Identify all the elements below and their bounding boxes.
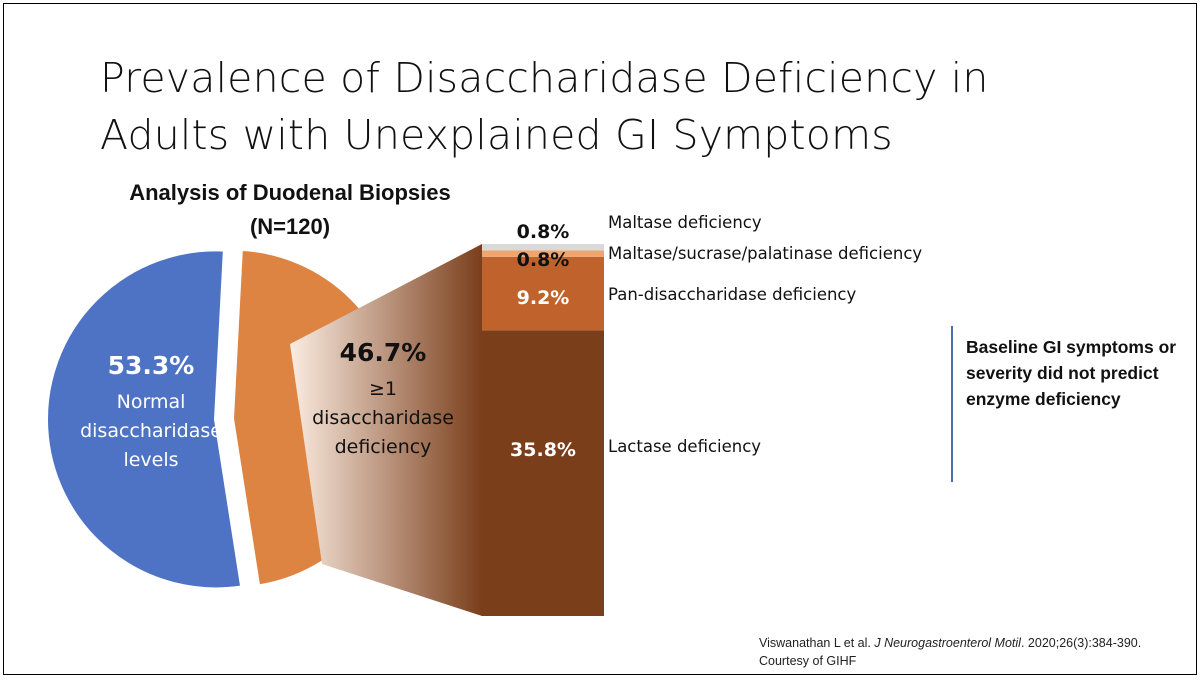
pie-slice-normal bbox=[44, 247, 245, 592]
bar-category-pan: Pan-disaccharidase deficiency bbox=[608, 285, 857, 304]
pie-label-deficient-line: ≥1 bbox=[369, 378, 397, 400]
citation-reference: Viswanathan L et al. J Neurogastroentero… bbox=[759, 634, 1141, 652]
bar-value-pan: 9.2% bbox=[517, 287, 570, 309]
citation: Viswanathan L et al. J Neurogastroentero… bbox=[759, 634, 1141, 670]
funnel-shape bbox=[290, 244, 482, 616]
subtitle-line-2: (N=120) bbox=[249, 214, 331, 239]
bar-segment-maltase bbox=[482, 244, 604, 251]
chart-area: 53.3% Normal disaccharidase levels 46.7% ≥1 di… bbox=[44, 213, 922, 616]
pie-label-normal-line: levels bbox=[123, 449, 178, 471]
title-line-1: Prevalence of Disaccharidase Deficiency … bbox=[100, 54, 989, 102]
citation-journal: J Neurogastroenterol Motil bbox=[874, 636, 1021, 650]
citation-author: Viswanathan L et al. bbox=[759, 636, 875, 650]
bar-segment-mal-suc-pal bbox=[482, 250, 604, 257]
chart-subtitle: Analysis of Duodenal Biopsies (N=120) bbox=[120, 176, 460, 244]
bar-value-mal-suc-pal: 0.8% bbox=[517, 249, 570, 271]
bar-category-lactase: Lactase deficiency bbox=[608, 437, 761, 456]
bar-segment-lactase bbox=[482, 330, 604, 616]
note-divider bbox=[951, 326, 953, 482]
subtitle-line-1: Analysis of Duodenal Biopsies bbox=[129, 180, 451, 205]
chart-labels: 53.3% Normal disaccharidase levels 46.7% ≥1 di… bbox=[80, 213, 922, 471]
pie-label-deficient-pct: 46.7% bbox=[340, 338, 427, 367]
slide-title: Prevalence of Disaccharidase Deficiency … bbox=[100, 50, 1160, 164]
side-note: Baseline GI symptoms or severity did not… bbox=[966, 337, 1177, 409]
pie-label-normal-line: Normal bbox=[117, 391, 186, 413]
pie-label-normal-pct: 53.3% bbox=[108, 351, 195, 380]
bar-value-maltase: 0.8% bbox=[517, 221, 570, 243]
bar-value-lactase: 35.8% bbox=[510, 439, 576, 461]
pie-label-normal-line: disaccharidase bbox=[80, 420, 222, 442]
pie-label-deficient-line: disaccharidase bbox=[312, 407, 454, 429]
bar-segment-pan bbox=[482, 256, 604, 331]
citation-courtesy: Courtesy of GIHF bbox=[759, 654, 857, 668]
pie-label-deficient-line: deficiency bbox=[335, 436, 432, 458]
stacked-bar bbox=[482, 244, 604, 616]
bar-category-mal-suc-pal: Maltase/sucrase/palatinase deficiency bbox=[608, 244, 922, 263]
bar-category-maltase: Maltase deficiency bbox=[608, 213, 762, 232]
funnel-connector bbox=[290, 244, 482, 616]
title-line-2: Adults with Unexplained GI Symptoms bbox=[100, 111, 893, 159]
slide: Prevalence of Disaccharidase Deficiency … bbox=[3, 3, 1197, 675]
citation-rest: . 2020;26(3):384-390. bbox=[1020, 636, 1142, 650]
